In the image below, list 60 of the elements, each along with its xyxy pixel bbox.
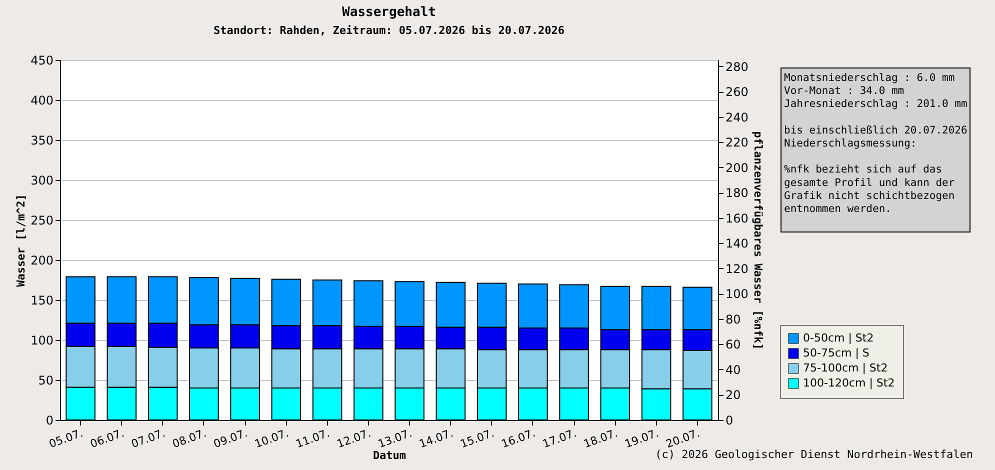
chart-subtitle: Standort: Rahden, Zeitraum: 05.07.2026 bis 20.07.2026 xyxy=(214,24,565,37)
y-tick-label: 150 xyxy=(30,294,54,308)
text: Grafik nicht schichtbezogen xyxy=(784,190,955,202)
legend-label: 50-75cm | S xyxy=(803,346,870,360)
text: (c) 2026 Geologischer Dienst Nordrhein-Westfalen xyxy=(655,448,973,461)
y2-tick-label: 200 xyxy=(726,160,748,175)
x-tick-label: 16.07. xyxy=(500,426,538,451)
x-tick-label: 13.07. xyxy=(376,426,414,451)
y-tick-label: 350 xyxy=(30,134,54,148)
x-tick-label: 10.07. xyxy=(252,426,290,451)
y-tick-label: 50 xyxy=(38,374,54,388)
text: Monatsniederschlag : 6.0 mm xyxy=(784,72,955,84)
x-tick-label: 06.07. xyxy=(88,426,126,451)
y2-tick-label: 280 xyxy=(726,60,748,74)
x-tick-label: 14.07. xyxy=(417,426,455,451)
y2-tick-label: 140 xyxy=(726,236,748,251)
y-tick-label: 250 xyxy=(30,214,54,228)
legend-label: 0-50cm | St2 xyxy=(803,332,874,344)
y-tick-label: 0 xyxy=(46,414,54,428)
y2-axis-title: pflanzenverfügbares Wasser [%nfk] xyxy=(751,131,764,350)
x-tick-label: 18.07. xyxy=(582,426,620,451)
text: Niederschlagsmessung: xyxy=(784,138,917,150)
y-tick-label: 200 xyxy=(30,254,54,268)
x-axis-title: Datum xyxy=(372,448,406,462)
x-tick-label: 11.07. xyxy=(294,426,332,451)
x-tick-label: 15.07. xyxy=(458,426,496,451)
y2-tick-label: 20 xyxy=(726,388,741,402)
y-axis-title: Wasser [l/m^2] xyxy=(14,194,28,287)
x-tick-label: 08.07. xyxy=(170,426,208,451)
y-tick-label: 100 xyxy=(30,334,54,348)
y2-tick-label: 180 xyxy=(726,186,748,200)
text: %nfk bezieht sich auf das xyxy=(784,164,942,176)
legend-label: 75-100cm | St2 xyxy=(803,362,888,374)
y2-tick-label: 260 xyxy=(726,85,748,100)
x-tick-label: 19.07. xyxy=(623,426,660,451)
text: bis einschließlich 20.07.2026 xyxy=(784,124,968,136)
y2-tick-label: 240 xyxy=(726,110,748,124)
text: Vor-Monat : 34.0 mm xyxy=(784,85,904,98)
x-tick-label: 05.07. xyxy=(47,426,85,451)
text: gesamte Profil und kann der xyxy=(784,176,955,189)
y-tick-label: 450 xyxy=(30,54,54,68)
y2-tick-label: 60 xyxy=(726,338,741,352)
legend-label: 100-120cm | St2 xyxy=(803,376,895,390)
x-tick-label: 12.07. xyxy=(335,426,373,451)
y-tick-label: 400 xyxy=(30,94,54,108)
y2-tick-label: 40 xyxy=(726,362,741,377)
x-tick-label: 09.07. xyxy=(212,426,250,451)
y2-tick-label: 220 xyxy=(726,136,748,150)
y2-tick-label: 0 xyxy=(726,414,734,428)
text: entnommen werden. xyxy=(784,203,892,215)
text: Jahresniederschlag : 201.0 mm xyxy=(784,98,968,110)
y2-tick-label: 100 xyxy=(726,287,748,302)
x-tick-label: 17.07. xyxy=(540,426,578,451)
y-tick-label: 300 xyxy=(30,174,54,188)
x-tick-label: 07.07. xyxy=(130,426,167,451)
y2-tick-label: 160 xyxy=(726,211,748,226)
y2-tick-label: 120 xyxy=(726,262,748,276)
chart-title: Wassergehalt xyxy=(342,5,436,20)
x-tick-label: 20.07. xyxy=(664,426,702,451)
y2-tick-label: 80 xyxy=(726,312,741,326)
